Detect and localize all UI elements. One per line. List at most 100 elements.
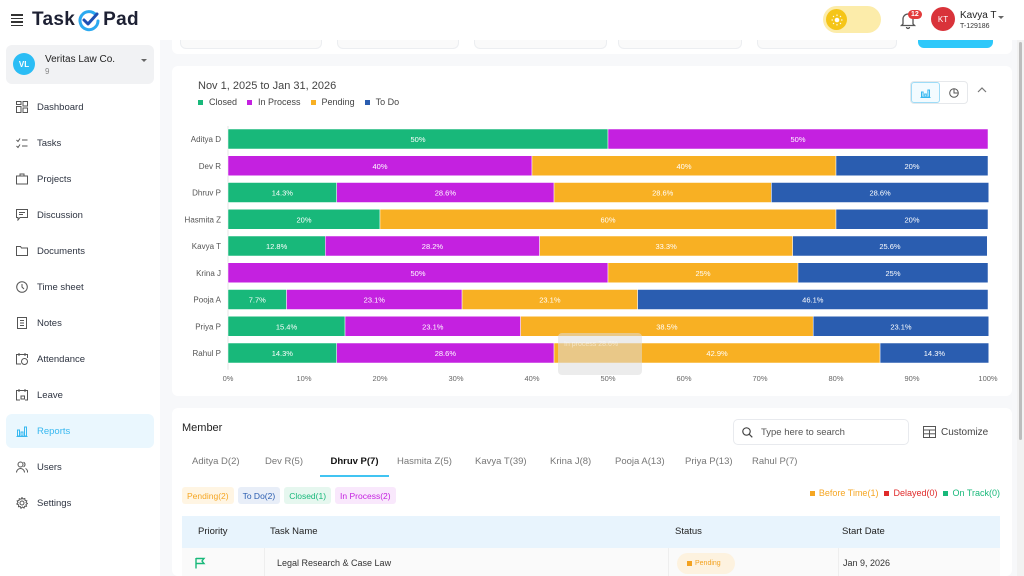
user-menu-caret-icon[interactable]	[998, 16, 1004, 19]
theme-toggle[interactable]	[823, 6, 881, 33]
clock-icon	[16, 281, 28, 293]
user-name[interactable]: Kavya T	[960, 10, 997, 21]
sidebar-item-reports[interactable]: Reports	[6, 414, 154, 448]
legend-item-in-process[interactable]: In Process	[247, 97, 301, 107]
priority-cell	[194, 548, 264, 576]
bar-segment-to-do[interactable]	[835, 155, 989, 176]
legend-item-to-do[interactable]: To Do	[364, 97, 399, 107]
column-header-start-date[interactable]: Start Date	[842, 526, 885, 537]
table-row[interactable]: Legal Research & Case Law Pending Jan 9,…	[182, 548, 1000, 576]
sidebar-item-discussion[interactable]: Discussion	[6, 198, 154, 232]
data-label: 42.9%	[706, 349, 728, 358]
scrollbar-thumb[interactable]	[1019, 42, 1022, 440]
x-tick-label: 100%	[978, 374, 998, 383]
timing-item[interactable]: Before Time(1)	[809, 488, 879, 498]
start-date-cell: Jan 9, 2026	[838, 548, 1000, 576]
sidebar-item-label: Documents	[37, 245, 86, 257]
bar-segment-to-do[interactable]	[812, 316, 990, 337]
timing-label: Before Time(1)	[818, 488, 879, 498]
bar-segment-to-do[interactable]	[879, 342, 990, 364]
hamburger-menu-icon[interactable]	[11, 14, 23, 26]
pie-chart-view-button[interactable]	[940, 82, 968, 103]
tab-kavya-t[interactable]: Kavya T(39)	[475, 456, 527, 467]
legend-item-pending[interactable]: Pending	[310, 97, 355, 107]
org-switcher[interactable]: VL Veritas Law Co. 9	[6, 45, 154, 84]
sidebar-item-documents[interactable]: Documents	[6, 234, 154, 268]
sidebar-item-notes[interactable]: Notes	[6, 306, 154, 340]
data-label: 20%	[904, 215, 919, 224]
data-label: 38.5%	[656, 322, 678, 331]
search-input[interactable]	[761, 426, 901, 438]
status-chip[interactable]: In Process(2)	[335, 487, 396, 504]
sidebar-item-users[interactable]: Users	[6, 450, 154, 484]
table-columns-icon	[923, 426, 936, 438]
tab-aditya-d[interactable]: Aditya D(2)	[192, 456, 240, 467]
chart-legend: Closed In Process Pending To Do	[198, 97, 409, 107]
page-scrollbar[interactable]	[1017, 40, 1024, 576]
org-name: Veritas Law Co.	[45, 54, 116, 65]
tab-krina-j[interactable]: Krina J(8)	[550, 456, 592, 467]
app-logo[interactable]: Task Pad	[32, 8, 139, 32]
logo-check-icon	[78, 10, 100, 32]
data-label: 46.1%	[802, 296, 824, 305]
tab-rahul-p[interactable]: Rahul P(7)	[752, 456, 798, 467]
bar-segment-to-do[interactable]	[637, 289, 989, 310]
y-tick-label: Priya P	[195, 322, 221, 331]
data-label: 14.3%	[272, 349, 294, 358]
column-header-task-name[interactable]: Task Name	[270, 526, 318, 537]
sidebar-item-settings[interactable]: Settings	[6, 486, 154, 520]
green-flag-icon[interactable]	[194, 557, 206, 569]
sidebar-item-leave[interactable]: Leave	[6, 378, 154, 412]
member-section-title: Member	[182, 422, 223, 434]
briefcase-icon	[16, 173, 28, 185]
sidebar-item-time-sheet[interactable]: Time sheet	[6, 270, 154, 304]
data-label: 15.4%	[276, 322, 298, 331]
gear-icon	[16, 497, 28, 509]
bar-segment-to-do[interactable]	[771, 182, 990, 203]
legend-swatch	[247, 99, 253, 105]
x-tick-label: 50%	[600, 374, 615, 383]
sidebar-item-label: Leave	[37, 389, 63, 401]
sidebar-item-dashboard[interactable]: Dashboard	[6, 90, 154, 124]
sidebar-item-projects[interactable]: Projects	[6, 162, 154, 196]
status-filter-chips: Pending(2) To Do(2) Closed(1) In Process(2)	[182, 487, 400, 504]
org-caret-icon[interactable]	[141, 59, 147, 62]
timing-item[interactable]: On Track(0)	[943, 488, 1000, 498]
legend-item-closed[interactable]: Closed	[198, 97, 237, 107]
users-icon	[16, 461, 28, 473]
y-tick-label: Dhruv P	[192, 189, 221, 198]
stacked-bar-chart: Aditya D 50% 50% Dev R 40% 40% 20% Dhruv P 14.3%…	[185, 126, 998, 383]
timing-item[interactable]: Delayed(0)	[884, 488, 937, 498]
column-header-priority[interactable]: Priority	[198, 526, 228, 537]
tab-hasmita-z[interactable]: Hasmita Z(5)	[397, 456, 452, 467]
bar-segment-to-do[interactable]	[835, 209, 989, 230]
column-header-status[interactable]: Status	[675, 526, 702, 537]
user-avatar[interactable]: KT	[931, 7, 955, 31]
bar-segment-to-do[interactable]	[792, 235, 988, 257]
chevron-up-icon[interactable]	[976, 84, 988, 96]
tab-dev-r[interactable]: Dev R(5)	[265, 456, 304, 467]
status-chip[interactable]: To Do(2)	[237, 487, 281, 504]
top-header: Task Pad 12 KT Kavya T T-129186	[0, 0, 1024, 40]
data-label: 12.8%	[266, 242, 288, 251]
sidebar-item-tasks[interactable]: Tasks	[6, 126, 154, 160]
status-chip[interactable]: Closed(1)	[284, 487, 332, 504]
status-pill[interactable]: Pending	[677, 552, 735, 574]
logo-text-task: Task	[32, 9, 76, 30]
x-tick-label: 30%	[448, 374, 463, 383]
tab-pooja-a[interactable]: Pooja A(13)	[615, 456, 665, 467]
status-chip[interactable]: Pending(2)	[182, 487, 234, 504]
tab-priya-p[interactable]: Priya P(13)	[685, 456, 733, 467]
bar-segment-to-do[interactable]	[797, 262, 989, 283]
task-name-cell[interactable]: Legal Research & Case Law	[264, 548, 668, 576]
bar-segment-in-process[interactable]	[607, 128, 989, 150]
data-label: 20%	[296, 215, 311, 224]
sidebar-item-attendance[interactable]: Attendance	[6, 342, 154, 376]
tab-dhruv-p[interactable]: Dhruv P(7)	[320, 452, 389, 477]
x-tick-label: 10%	[296, 374, 311, 383]
customize-button[interactable]: Customize	[923, 426, 988, 438]
bar-chart-view-button[interactable]	[911, 82, 940, 103]
x-tick-label: 0%	[223, 374, 234, 383]
x-tick-label: 60%	[676, 374, 691, 383]
dashboard-icon	[16, 101, 28, 113]
